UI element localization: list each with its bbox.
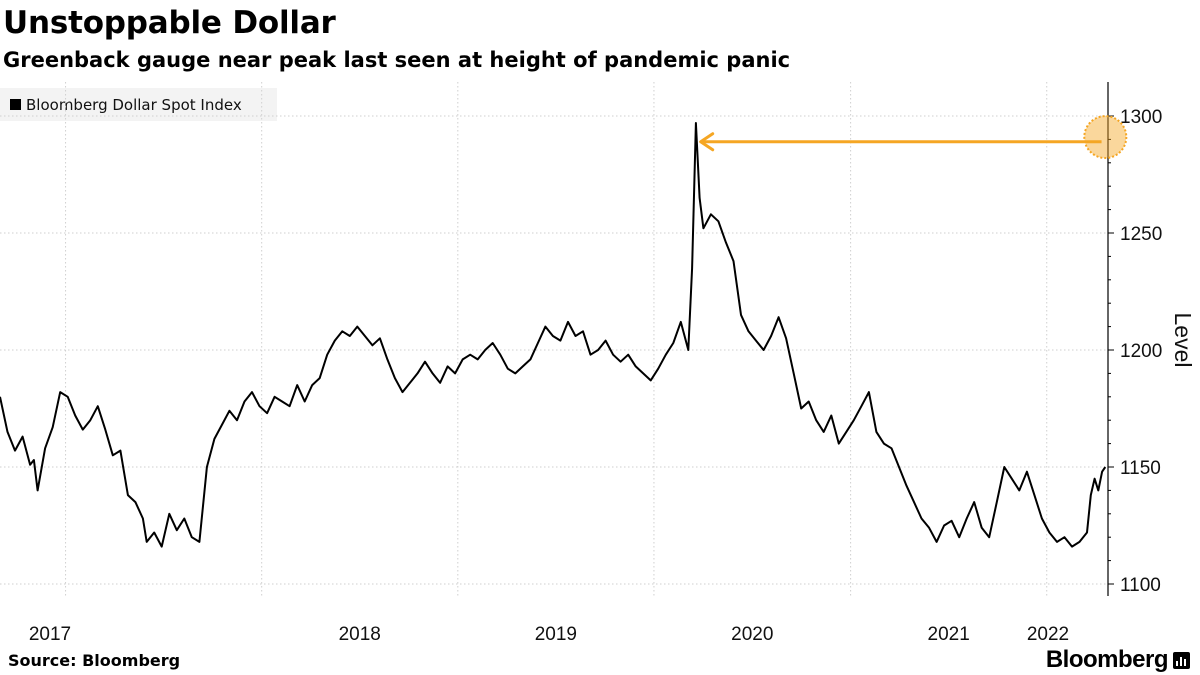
bloomberg-logo: Bloomberg (1046, 646, 1190, 674)
y-tick-label: 1200 (1120, 341, 1162, 362)
x-axis-labels: 2017 2018 2019 2020 2021 2022 (29, 624, 1069, 645)
y-gridlines (0, 115, 1108, 585)
chart-subtitle: Greenback gauge near peak last seen at h… (3, 48, 791, 72)
x-tick-label: 2020 (731, 624, 773, 645)
chart-title: Unstoppable Dollar (3, 5, 336, 41)
x-tick-label: 2021 (928, 624, 970, 645)
y-axis: 1100 1150 1200 1250 1300 (1107, 82, 1162, 596)
series-line (0, 122, 1107, 548)
legend-label: Bloomberg Dollar Spot Index (26, 95, 242, 114)
y-tick-label: 1100 (1120, 575, 1161, 596)
arrow-head (699, 132, 715, 152)
annotations (699, 115, 1128, 160)
source-note: Source: Bloomberg (8, 651, 181, 670)
x-tick-label: 2017 (29, 624, 71, 645)
logo-text: Bloomberg (1045, 646, 1169, 673)
y-tick-label: 1300 (1120, 107, 1162, 128)
peak-marker-circle (1083, 115, 1128, 160)
legend: Bloomberg Dollar Spot Index (0, 88, 277, 121)
x-gridlines (65, 82, 1048, 596)
bloomberg-chart-icon (1173, 651, 1190, 669)
y-axis-title: Level (1170, 313, 1196, 368)
legend-swatch (10, 99, 21, 110)
x-tick-label: 2018 (339, 624, 381, 645)
y-tick-label: 1250 (1120, 224, 1162, 245)
x-tick-label: 2019 (535, 624, 577, 645)
y-tick-label: 1150 (1120, 458, 1161, 479)
x-tick-label: 2022 (1027, 624, 1069, 645)
